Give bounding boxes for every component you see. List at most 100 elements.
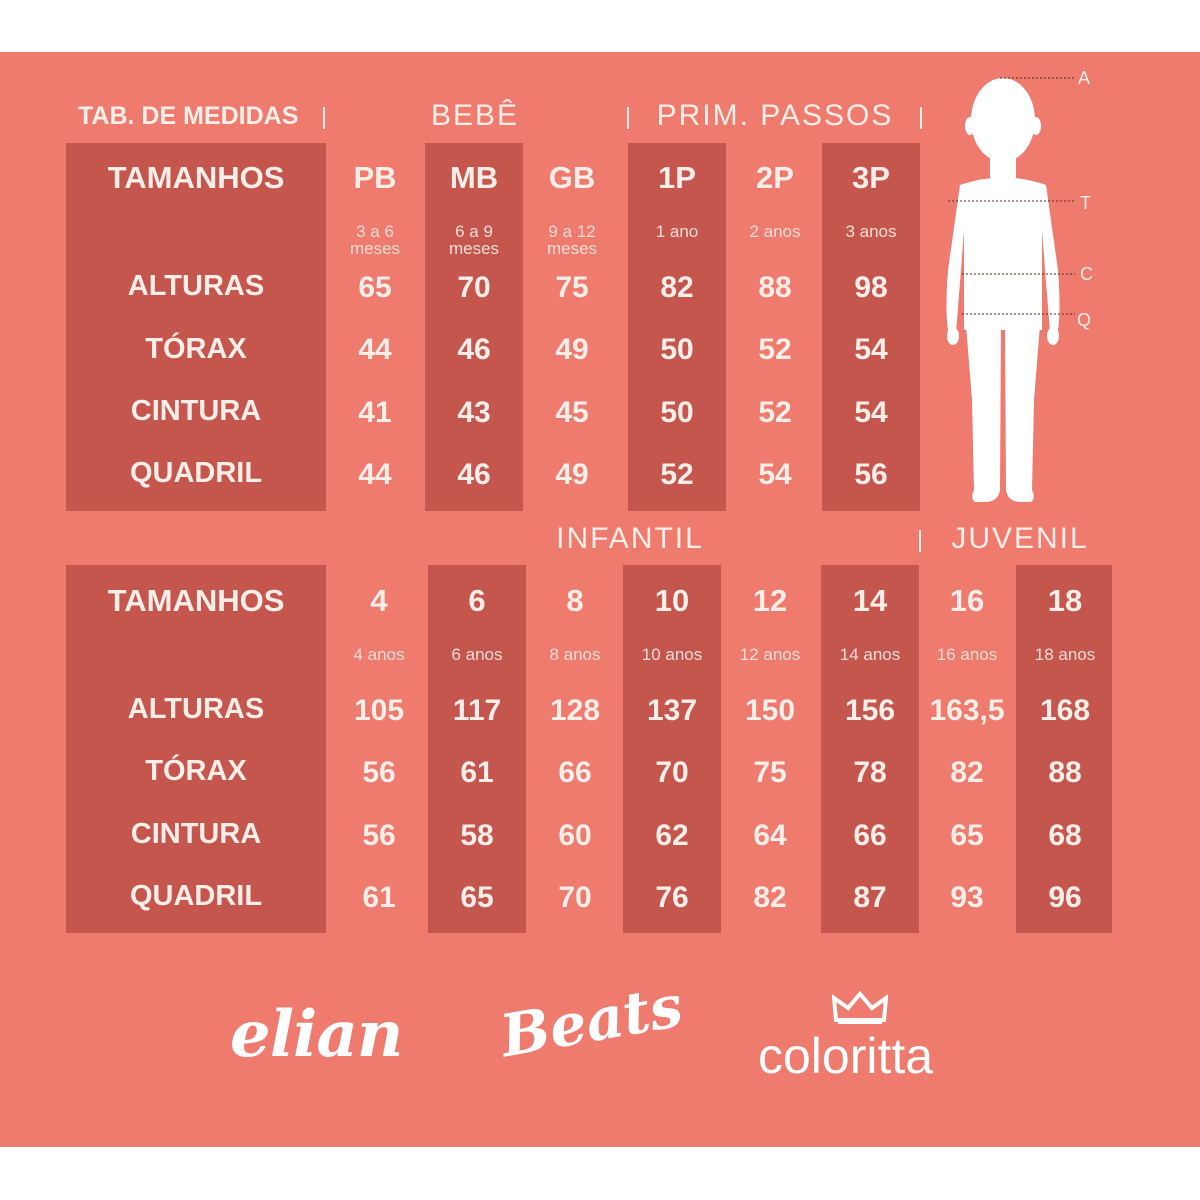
chest-cell: 66 xyxy=(558,756,592,789)
separator xyxy=(920,107,922,129)
chest-cell: 49 xyxy=(555,333,589,366)
age-cell: 1 ano xyxy=(655,222,699,241)
size-cell: 12 xyxy=(752,583,788,618)
beats-logo: Beats xyxy=(495,971,688,1071)
waist-cell: 68 xyxy=(1048,819,1082,852)
row-label-sizes: TAMANHOS xyxy=(107,160,285,195)
chest-cell: 61 xyxy=(460,756,494,789)
separator xyxy=(323,107,325,129)
waist-cell: 58 xyxy=(460,819,494,852)
height-cell: 150 xyxy=(744,694,796,727)
age-cell: 4 anos xyxy=(353,645,405,664)
height-cell: 156 xyxy=(844,694,896,727)
hip-cell: 96 xyxy=(1048,881,1082,914)
hip-cell: 82 xyxy=(753,881,787,914)
height-cell: 88 xyxy=(758,271,792,304)
waist-cell: 54 xyxy=(854,396,888,429)
size-cell: 10 xyxy=(654,583,690,618)
waist-cell: 45 xyxy=(555,396,589,429)
chest-cell: 75 xyxy=(753,756,787,789)
elian-logo: elian xyxy=(230,997,403,1072)
waist-cell: 65 xyxy=(950,819,984,852)
chest-cell: 46 xyxy=(457,333,491,366)
size-cell: 8 xyxy=(566,583,584,618)
waist-cell: 60 xyxy=(558,819,592,852)
column-band xyxy=(821,565,919,933)
waist-cell: 62 xyxy=(655,819,689,852)
waist-cell: 43 xyxy=(457,396,491,429)
separator xyxy=(627,107,629,129)
row-label-hip: QUADRIL xyxy=(129,880,263,912)
hip-cell: 44 xyxy=(358,458,392,491)
column-band xyxy=(623,565,721,933)
height-cell: 82 xyxy=(660,271,694,304)
chest-cell: 82 xyxy=(950,756,984,789)
age-cell: 3 a 6 meses xyxy=(349,222,401,258)
section-bebe: BEBÊ xyxy=(430,99,520,132)
size-cell: 16 xyxy=(949,583,985,618)
height-cell: 117 xyxy=(452,694,502,727)
hip-cell: 52 xyxy=(660,458,694,491)
table-title: TAB. DE MEDIDAS xyxy=(78,102,299,130)
column-band xyxy=(1016,565,1112,933)
column-band xyxy=(628,143,726,511)
waist-cell: 66 xyxy=(853,819,887,852)
chest-cell: 50 xyxy=(660,333,694,366)
marker-q: Q xyxy=(1077,310,1092,330)
age-cell: 8 anos xyxy=(549,645,601,664)
hip-cell: 46 xyxy=(457,458,491,491)
height-cell: 168 xyxy=(1039,694,1091,727)
size-cell: PB xyxy=(353,160,397,195)
hip-cell: 56 xyxy=(854,458,888,491)
age-cell: 9 a 12 meses xyxy=(546,222,598,258)
marker-a: A xyxy=(1078,68,1091,88)
waist-cell: 52 xyxy=(758,396,792,429)
waist-cell: 56 xyxy=(362,819,396,852)
size-cell: 2P xyxy=(756,160,794,195)
size-chart-panel: TAB. DE MEDIDAS BEBÊ PRIM. PASSOS TAMANH… xyxy=(0,52,1200,1147)
hip-cell: 87 xyxy=(853,881,887,914)
size-cell: 1P xyxy=(658,160,696,195)
height-cell: 163,5 xyxy=(929,694,1005,727)
column-band xyxy=(428,565,526,933)
row-label-hip: QUADRIL xyxy=(129,457,263,489)
height-cell: 98 xyxy=(854,271,888,304)
waist-cell: 41 xyxy=(358,396,392,429)
hip-cell: 65 xyxy=(460,881,494,914)
label-band xyxy=(66,565,326,933)
age-cell: 6 anos xyxy=(451,645,503,664)
waist-cell: 50 xyxy=(660,396,694,429)
hip-cell: 49 xyxy=(555,458,589,491)
section-juvenil: JUVENIL xyxy=(951,522,1089,555)
age-cell: 12 anos xyxy=(739,645,801,664)
height-cell: 65 xyxy=(358,271,392,304)
age-cell: 2 anos xyxy=(749,222,801,241)
crown-icon xyxy=(832,990,888,1024)
hip-cell: 76 xyxy=(655,881,689,914)
row-label-sizes: TAMANHOS xyxy=(107,583,285,618)
age-cell: 10 anos xyxy=(641,645,703,664)
size-cell: 3P xyxy=(852,160,890,195)
height-cell: 75 xyxy=(555,271,589,304)
section-prim-passos: PRIM. PASSOS xyxy=(656,99,894,132)
age-cell: 3 anos xyxy=(845,222,897,241)
chest-cell: 44 xyxy=(358,333,392,366)
row-label-heights: ALTURAS xyxy=(127,270,265,302)
row-label-waist: CINTURA xyxy=(130,818,262,850)
column-band xyxy=(822,143,920,511)
hip-cell: 54 xyxy=(758,458,792,491)
age-cell: 14 anos xyxy=(839,645,901,664)
size-cell: 18 xyxy=(1047,583,1083,618)
coloritta-logo: coloritta xyxy=(758,1028,934,1084)
height-cell: 128 xyxy=(549,694,601,727)
height-cell: 137 xyxy=(646,694,698,727)
chest-cell: 88 xyxy=(1048,756,1082,789)
size-cell: 14 xyxy=(852,583,888,618)
row-label-heights: ALTURAS xyxy=(127,693,265,725)
chest-cell: 52 xyxy=(758,333,792,366)
row-label-chest: TÓRAX xyxy=(145,755,247,787)
size-cell: 4 xyxy=(370,583,388,618)
hip-cell: 70 xyxy=(558,881,592,914)
row-label-waist: CINTURA xyxy=(130,395,262,427)
marker-t: T xyxy=(1080,193,1091,213)
